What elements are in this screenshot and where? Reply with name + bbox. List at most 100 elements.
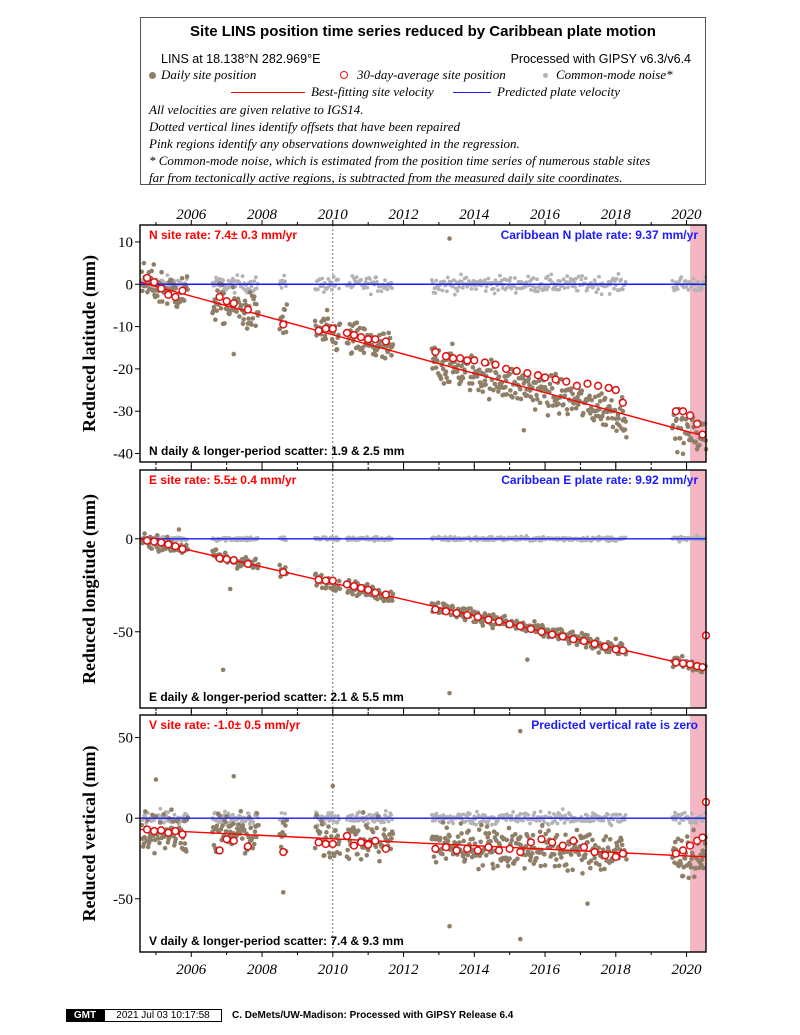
common-mode-point	[359, 277, 363, 282]
daily-position-point	[596, 845, 602, 851]
daily-position-point	[181, 298, 187, 303]
daily-position-point	[679, 415, 685, 421]
daily-position-point	[553, 371, 558, 377]
daily-position-point	[533, 380, 539, 385]
daily-position-point	[602, 395, 608, 401]
daily-position-point	[600, 413, 605, 419]
daily-position-point	[319, 585, 325, 591]
average-position-point	[494, 846, 504, 855]
common-mode-point	[326, 277, 331, 281]
daily-position-point	[484, 853, 489, 858]
daily-position-point	[580, 410, 586, 416]
average-position-point	[342, 580, 352, 589]
average-position-point	[381, 844, 391, 853]
daily-position-outlier	[521, 427, 527, 433]
common-mode-point	[573, 285, 578, 289]
average-position-point	[685, 660, 695, 669]
daily-position-point	[502, 613, 508, 619]
common-mode-point	[509, 813, 514, 818]
daily-position-point	[179, 275, 185, 281]
y-tick-label: -30	[113, 404, 133, 420]
time-series-figure: 10 0 -10 -20 -30 -40 Reduced latitude (mm) N si…	[79, 207, 711, 978]
average-position-point	[279, 847, 288, 857]
daily-position-point	[334, 346, 340, 352]
daily-position-point	[438, 835, 443, 841]
daily-position-point	[312, 845, 318, 851]
average-position-point	[243, 559, 253, 569]
average-position-point	[371, 588, 380, 597]
site-rate-label: V site rate: -1.0± 0.5 mm/yr	[149, 718, 301, 732]
common-mode-point	[555, 821, 560, 826]
common-mode-point	[484, 284, 489, 289]
average-position-point	[215, 846, 224, 855]
average-position-point	[505, 844, 514, 853]
common-mode-point	[330, 810, 334, 815]
common-mode-marker	[543, 73, 548, 78]
average-position-point	[618, 849, 628, 858]
average-position-point	[279, 320, 288, 329]
daily-position-point	[284, 817, 290, 823]
daily-position-point	[155, 836, 161, 841]
common-mode-point	[508, 275, 513, 280]
daily-position-point	[280, 314, 285, 320]
y-tick-label: 0	[126, 277, 134, 293]
daily-position-point	[336, 838, 342, 844]
average-position-point	[671, 407, 681, 416]
common-mode-point	[385, 287, 390, 292]
daily-position-point	[479, 822, 484, 828]
daily-position-point	[573, 405, 579, 411]
daily-position-point	[486, 831, 492, 836]
average-position-point	[693, 419, 702, 429]
x-tick-label: 2006	[176, 962, 207, 978]
daily-position-point	[562, 393, 568, 399]
daily-position-point	[459, 363, 464, 369]
daily-position-point	[570, 391, 575, 397]
common-mode-point	[451, 284, 455, 289]
average-position-point	[364, 335, 373, 344]
average-position-point	[516, 847, 525, 857]
daily-position-point	[613, 847, 619, 852]
daily-position-point	[488, 839, 493, 844]
common-mode-point	[329, 813, 333, 818]
common-mode-point	[694, 288, 699, 293]
common-mode-point	[467, 812, 472, 816]
daily-position-point	[515, 856, 520, 862]
average-position-point	[685, 411, 695, 420]
daily-position-point	[239, 836, 245, 841]
daily-position-point	[517, 386, 523, 392]
daily-position-outlier	[585, 901, 590, 906]
daily-position-point	[182, 841, 188, 846]
common-mode-point	[622, 817, 627, 822]
common-mode-point	[335, 820, 340, 825]
average-position-point	[142, 273, 152, 283]
common-mode-point	[433, 291, 438, 295]
common-mode-point	[448, 814, 453, 819]
average-position-point	[601, 851, 610, 860]
common-mode-point	[249, 284, 254, 289]
daily-position-point	[605, 409, 610, 415]
daily-position-point	[518, 843, 524, 848]
daily-position-point	[151, 262, 157, 267]
scatter-label: N daily & longer-period scatter: 1.9 & 2…	[149, 444, 404, 458]
common-mode-point	[509, 286, 514, 291]
common-mode-point	[616, 272, 621, 276]
daily-position-point	[251, 294, 257, 299]
common-mode-point	[232, 290, 237, 295]
average-position-point	[618, 646, 628, 655]
daily-position-point	[603, 834, 609, 839]
daily-position-point	[587, 393, 592, 399]
common-mode-point	[594, 290, 599, 295]
common-mode-point	[554, 814, 559, 819]
daily-position-point	[230, 284, 236, 290]
daily-position-point	[157, 820, 163, 825]
daily-position-point	[505, 863, 511, 869]
daily-position-point	[246, 316, 251, 321]
daily-position-point	[159, 299, 165, 304]
daily-position-point	[588, 865, 593, 871]
daily-position-point	[624, 857, 629, 862]
daily-position-point	[623, 419, 628, 424]
common-mode-point	[618, 812, 623, 817]
average-position-point	[671, 658, 681, 667]
daily-position-point	[382, 827, 387, 832]
daily-position-point	[538, 863, 544, 869]
